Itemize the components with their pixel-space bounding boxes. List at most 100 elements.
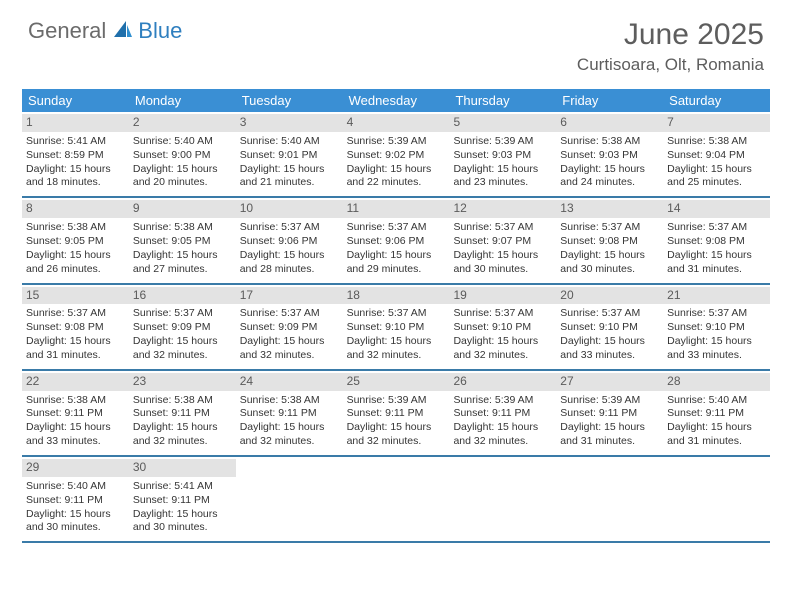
day-details: Sunrise: 5:37 AMSunset: 9:09 PMDaylight:…	[240, 307, 339, 362]
day-cell	[449, 457, 556, 541]
logo-sail-icon	[112, 19, 134, 44]
day-cell: 25Sunrise: 5:39 AMSunset: 9:11 PMDayligh…	[343, 371, 450, 455]
day-number: 17	[236, 287, 343, 305]
day-details: Sunrise: 5:40 AMSunset: 9:11 PMDaylight:…	[667, 394, 766, 449]
day-details: Sunrise: 5:37 AMSunset: 9:07 PMDaylight:…	[453, 221, 552, 276]
day-cell: 12 Sunrise: 5:37 AMSunset: 9:07 PMDayligh…	[449, 198, 556, 282]
day-details: Sunrise: 5:39 AMSunset: 9:03 PMDaylight:…	[453, 135, 552, 190]
day-details: Sunrise: 5:39 AMSunset: 9:11 PMDaylight:…	[560, 394, 659, 449]
day-number: 26	[449, 373, 556, 391]
day-cell: 1 Sunrise: 5:41 AMSunset: 8:59 PMDaylight…	[22, 112, 129, 196]
day-details: Sunrise: 5:37 AMSunset: 9:10 PMDaylight:…	[347, 307, 446, 362]
day-details: Sunrise: 5:37 AMSunset: 9:06 PMDaylight:…	[240, 221, 339, 276]
day-cell: 26 Sunrise: 5:39 AMSunset: 9:11 PMDayligh…	[449, 371, 556, 455]
day-cell: 21 Sunrise: 5:37 AMSunset: 9:10 PMDayligh…	[663, 285, 770, 369]
day-details: Sunrise: 5:38 AMSunset: 9:11 PMDaylight:…	[240, 394, 339, 449]
day-details: Sunrise: 5:37 AMSunset: 9:09 PMDaylight:…	[133, 307, 232, 362]
day-cell: 18Sunrise: 5:37 AMSunset: 9:10 PMDayligh…	[343, 285, 450, 369]
weekday-header: Wednesday	[343, 89, 450, 112]
day-number: 10	[236, 200, 343, 218]
weekday-header: Friday	[556, 89, 663, 112]
header: General Blue June 2025 Curtisoara, Olt, …	[0, 0, 792, 83]
day-number: 21	[663, 287, 770, 305]
day-details: Sunrise: 5:38 AMSunset: 9:11 PMDaylight:…	[26, 394, 125, 449]
title-block: June 2025 Curtisoara, Olt, Romania	[577, 18, 764, 75]
logo: General Blue	[28, 18, 182, 44]
day-cell: 8Sunrise: 5:38 AMSunset: 9:05 PMDaylight…	[22, 198, 129, 282]
day-details: Sunrise: 5:41 AMSunset: 8:59 PMDaylight:…	[26, 135, 125, 190]
day-details: Sunrise: 5:37 AMSunset: 9:08 PMDaylight:…	[26, 307, 125, 362]
week-row: 1 Sunrise: 5:41 AMSunset: 8:59 PMDaylight…	[22, 112, 770, 198]
day-details: Sunrise: 5:41 AMSunset: 9:11 PMDaylight:…	[133, 480, 232, 535]
day-cell: 22 Sunrise: 5:38 AMSunset: 9:11 PMDayligh…	[22, 371, 129, 455]
day-cell: 15 Sunrise: 5:37 AMSunset: 9:08 PMDayligh…	[22, 285, 129, 369]
day-details: Sunrise: 5:38 AMSunset: 9:03 PMDaylight:…	[560, 135, 659, 190]
day-number: 23	[129, 373, 236, 391]
day-details: Sunrise: 5:37 AMSunset: 9:10 PMDaylight:…	[667, 307, 766, 362]
day-cell: 17 Sunrise: 5:37 AMSunset: 9:09 PMDayligh…	[236, 285, 343, 369]
day-details: Sunrise: 5:40 AMSunset: 9:00 PMDaylight:…	[133, 135, 232, 190]
day-cell: 20 Sunrise: 5:37 AMSunset: 9:10 PMDayligh…	[556, 285, 663, 369]
day-number: 20	[556, 287, 663, 305]
day-cell: 30 Sunrise: 5:41 AMSunset: 9:11 PMDayligh…	[129, 457, 236, 541]
day-details: Sunrise: 5:37 AMSunset: 9:10 PMDaylight:…	[453, 307, 552, 362]
weekday-header: Saturday	[663, 89, 770, 112]
day-details: Sunrise: 5:37 AMSunset: 9:06 PMDaylight:…	[347, 221, 446, 276]
day-number: 22	[22, 373, 129, 391]
day-details: Sunrise: 5:39 AMSunset: 9:02 PMDaylight:…	[347, 135, 446, 190]
weekday-header-row: SundayMondayTuesdayWednesdayThursdayFrid…	[22, 89, 770, 112]
day-number: 15	[22, 287, 129, 305]
day-number: 11	[343, 200, 450, 218]
weekday-header: Tuesday	[236, 89, 343, 112]
calendar: SundayMondayTuesdayWednesdayThursdayFrid…	[22, 89, 770, 543]
day-cell: 19 Sunrise: 5:37 AMSunset: 9:10 PMDayligh…	[449, 285, 556, 369]
weekday-header: Sunday	[22, 89, 129, 112]
day-number: 4	[343, 114, 450, 132]
day-number: 12	[449, 200, 556, 218]
day-cell: 24 Sunrise: 5:38 AMSunset: 9:11 PMDayligh…	[236, 371, 343, 455]
day-cell: 10 Sunrise: 5:37 AMSunset: 9:06 PMDayligh…	[236, 198, 343, 282]
day-details: Sunrise: 5:37 AMSunset: 9:08 PMDaylight:…	[560, 221, 659, 276]
day-number: 24	[236, 373, 343, 391]
day-details: Sunrise: 5:38 AMSunset: 9:11 PMDaylight:…	[133, 394, 232, 449]
month-title: June 2025	[577, 18, 764, 52]
day-cell: 5 Sunrise: 5:39 AMSunset: 9:03 PMDaylight…	[449, 112, 556, 196]
day-cell: 6 Sunrise: 5:38 AMSunset: 9:03 PMDaylight…	[556, 112, 663, 196]
week-row: 22Sunrise: 5:38 AMSunset: 9:11 PMDayligh…	[22, 371, 770, 457]
day-number: 28	[663, 373, 770, 391]
day-details: Sunrise: 5:37 AMSunset: 9:10 PMDaylight:…	[560, 307, 659, 362]
day-cell: 14 Sunrise: 5:37 AMSunset: 9:08 PMDayligh…	[663, 198, 770, 282]
day-details: Sunrise: 5:40 AMSunset: 9:11 PMDaylight:…	[26, 480, 125, 535]
weekday-header: Monday	[129, 89, 236, 112]
day-cell: 2Sunrise: 5:40 AMSunset: 9:00 PMDaylight…	[129, 112, 236, 196]
day-cell: 13 Sunrise: 5:37 AMSunset: 9:08 PMDayligh…	[556, 198, 663, 282]
day-number: 14	[663, 200, 770, 218]
day-cell: 28 Sunrise: 5:40 AMSunset: 9:11 PMDayligh…	[663, 371, 770, 455]
day-cell	[236, 457, 343, 541]
weekday-header: Thursday	[449, 89, 556, 112]
day-number: 6	[556, 114, 663, 132]
day-details: Sunrise: 5:39 AMSunset: 9:11 PMDaylight:…	[453, 394, 552, 449]
day-number: 30	[129, 459, 236, 477]
day-cell: 16 Sunrise: 5:37 AMSunset: 9:09 PMDayligh…	[129, 285, 236, 369]
day-cell: 23 Sunrise: 5:38 AMSunset: 9:11 PMDayligh…	[129, 371, 236, 455]
day-cell: 9Sunrise: 5:38 AMSunset: 9:05 PMDaylight…	[129, 198, 236, 282]
day-number: 29	[22, 459, 129, 477]
day-details: Sunrise: 5:38 AMSunset: 9:05 PMDaylight:…	[26, 221, 125, 276]
day-number: 1	[22, 114, 129, 132]
day-number: 13	[556, 200, 663, 218]
day-cell	[343, 457, 450, 541]
day-details: Sunrise: 5:40 AMSunset: 9:01 PMDaylight:…	[240, 135, 339, 190]
day-details: Sunrise: 5:38 AMSunset: 9:04 PMDaylight:…	[667, 135, 766, 190]
day-cell: 3 Sunrise: 5:40 AMSunset: 9:01 PMDaylight…	[236, 112, 343, 196]
day-details: Sunrise: 5:37 AMSunset: 9:08 PMDaylight:…	[667, 221, 766, 276]
day-number: 19	[449, 287, 556, 305]
day-number: 16	[129, 287, 236, 305]
day-number: 25	[343, 373, 450, 391]
day-cell: 29 Sunrise: 5:40 AMSunset: 9:11 PMDayligh…	[22, 457, 129, 541]
week-row: 8Sunrise: 5:38 AMSunset: 9:05 PMDaylight…	[22, 198, 770, 284]
day-cell: 27Sunrise: 5:39 AMSunset: 9:11 PMDayligh…	[556, 371, 663, 455]
day-number: 5	[449, 114, 556, 132]
day-cell	[663, 457, 770, 541]
day-number: 3	[236, 114, 343, 132]
